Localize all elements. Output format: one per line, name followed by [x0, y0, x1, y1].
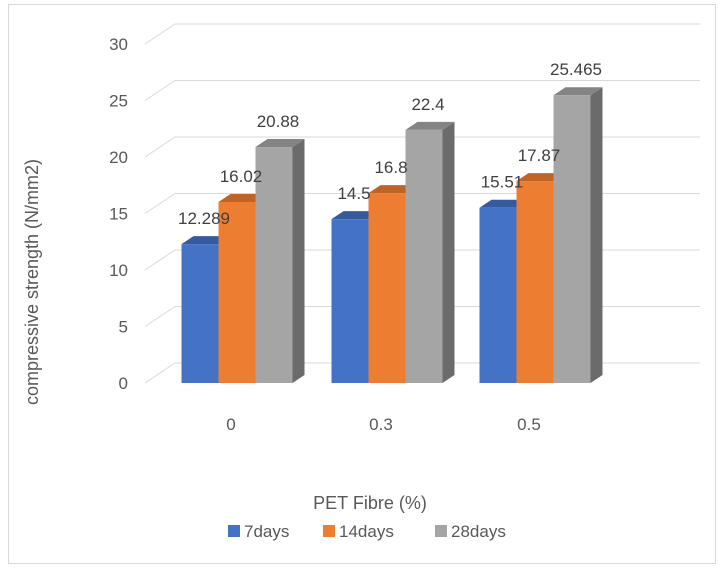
data-label: 22.4: [411, 95, 444, 114]
gridline-diagonal: [144, 249, 176, 271]
bar-28days-0.3: [405, 121, 455, 383]
legend-item-28days: 28days: [435, 522, 506, 541]
gridline-diagonal: [144, 306, 176, 327]
data-label: 25.465: [550, 60, 602, 79]
bar-top: [553, 87, 603, 96]
y-tick-label: 25: [109, 92, 128, 111]
y-tick-label: 0: [119, 374, 128, 393]
x-axis-title: PET Fibre (%): [313, 493, 427, 513]
bar-28days-0: [255, 139, 305, 383]
bar-front: [218, 201, 256, 383]
bar-front: [181, 244, 219, 383]
data-label: 12.289: [178, 209, 230, 228]
gridline-diagonal: [144, 80, 176, 101]
data-labels-layer: 12.289 16.02 20.88 14.516.8 22.4 15.51 17.87 25…: [178, 60, 602, 228]
bar-front: [516, 181, 554, 383]
y-tick-label: 5: [119, 318, 128, 337]
bar-top: [331, 211, 381, 220]
y-tick-label: 20: [109, 148, 128, 167]
legend-item-7days: 7days: [228, 522, 289, 541]
bar-front: [368, 193, 406, 383]
y-tick-label: 15: [109, 205, 128, 224]
data-label: 20.88: [257, 112, 300, 131]
y-axis-title: compressive strength (N/mm2): [22, 159, 42, 405]
bar-side: [292, 139, 305, 383]
gridline-diagonal: [144, 362, 176, 384]
y-tick-label: 10: [109, 261, 128, 280]
x-tick-label: 0.5: [517, 415, 541, 434]
bar-top: [368, 185, 418, 194]
data-label: 17.87: [518, 146, 561, 165]
bar-front: [553, 95, 591, 384]
data-label: 14.5: [337, 184, 370, 203]
y-tick-label: 30: [109, 35, 128, 54]
bar-top: [405, 121, 455, 130]
legend-label: 7days: [244, 522, 289, 541]
bar-front: [405, 129, 443, 383]
bar-top: [181, 236, 231, 245]
bar-front: [255, 147, 293, 383]
gridline-diagonal: [144, 23, 176, 45]
bar-front: [331, 219, 369, 383]
bar-top: [255, 139, 305, 148]
y-axis-ticks: 0 5 10 15 20 25 30: [109, 35, 128, 393]
bar-top: [218, 193, 268, 202]
data-label: 16.02: [220, 167, 263, 186]
bar-front: [479, 207, 517, 383]
legend-swatch: [323, 525, 335, 537]
data-label: 15.51: [481, 173, 524, 192]
legend-swatch: [228, 525, 240, 537]
legend: 7days 14days 28days: [228, 522, 506, 541]
bar-28days-0.5: [553, 87, 603, 384]
bar-side: [442, 121, 455, 383]
x-axis-ticks: 0 0.3 0.5: [226, 415, 541, 434]
legend-item-14days: 14days: [323, 522, 394, 541]
data-label: 16.8: [374, 158, 407, 177]
x-tick-label: 0.3: [369, 415, 393, 434]
legend-label: 28days: [451, 522, 506, 541]
x-tick-label: 0: [226, 415, 235, 434]
legend-swatch: [435, 525, 447, 537]
bar-top: [516, 173, 566, 182]
legend-label: 14days: [339, 522, 394, 541]
bar-side: [590, 87, 603, 384]
bars-layer: [181, 87, 603, 384]
gridline-diagonal: [144, 136, 176, 158]
bar-top: [479, 199, 529, 208]
gridline-diagonal: [144, 193, 176, 214]
